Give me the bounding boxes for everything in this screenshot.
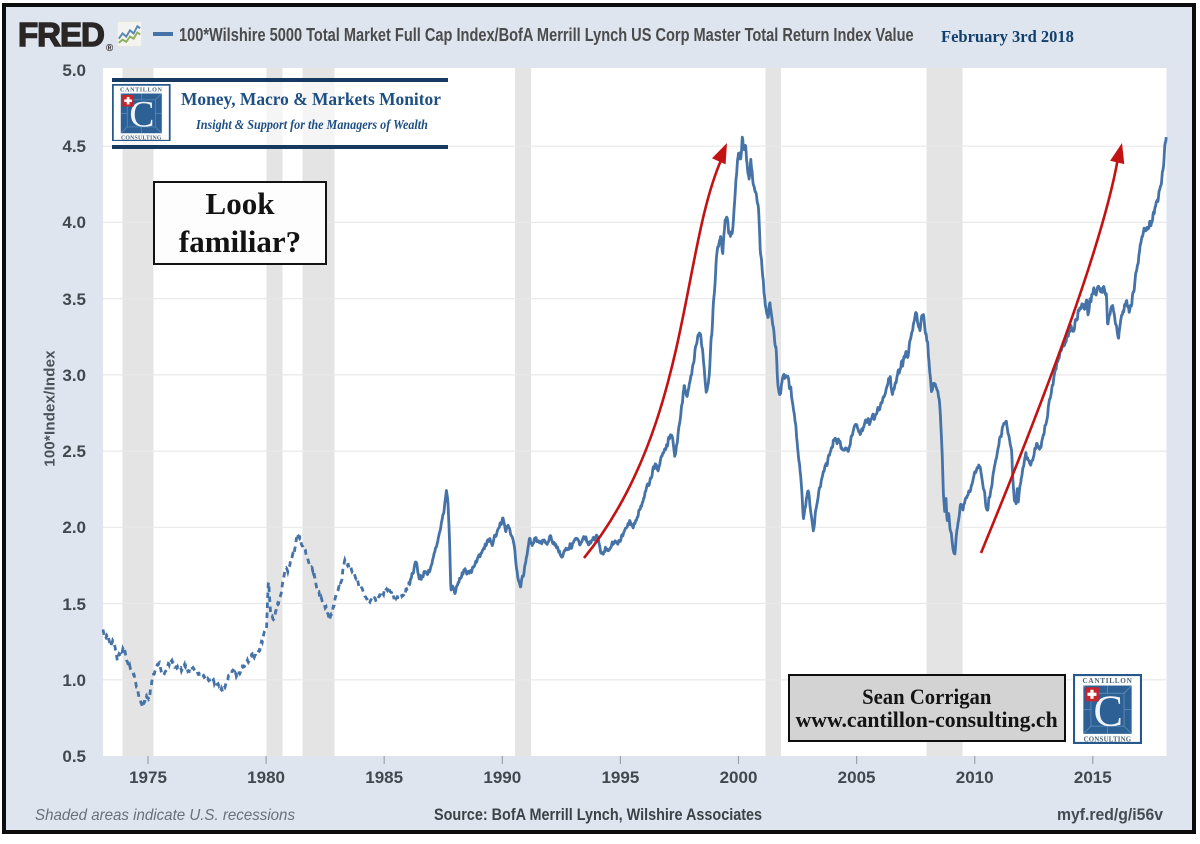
svg-text:CONSULTING: CONSULTING [121,135,162,141]
svg-text:CONSULTING: CONSULTING [1083,735,1131,743]
svg-text:CANTILLON: CANTILLON [1082,677,1132,685]
svg-text:CANTILLON: CANTILLON [120,87,163,93]
